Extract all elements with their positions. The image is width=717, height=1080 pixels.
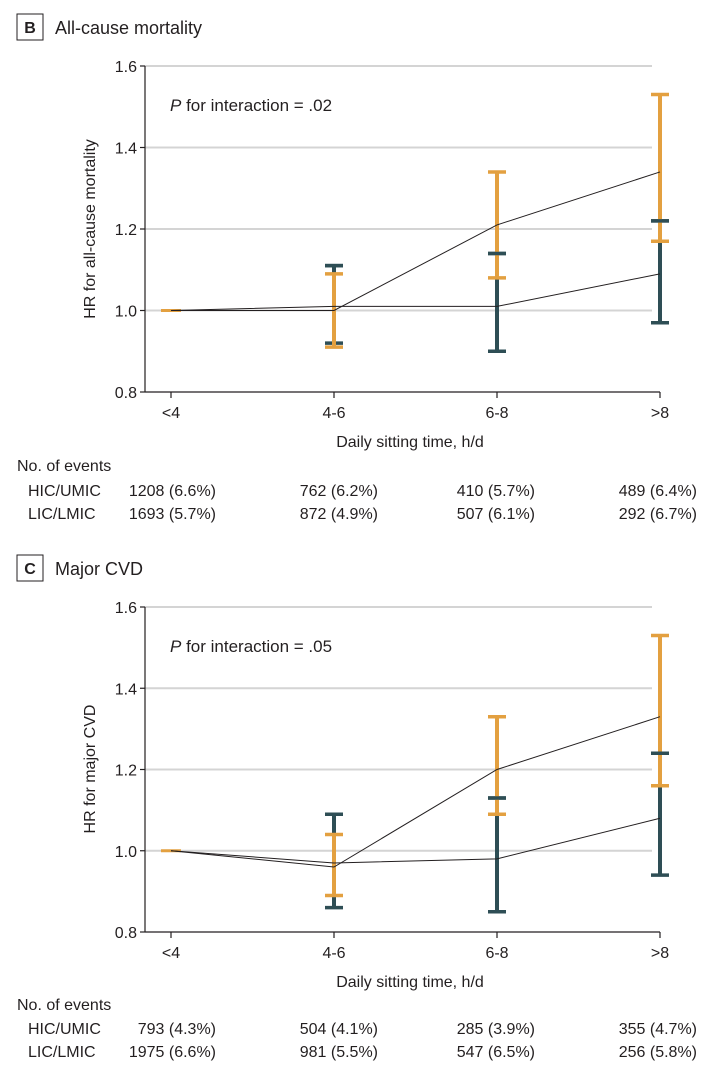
x-tick-label: <4 <box>162 945 180 962</box>
panel-title: All-cause mortality <box>55 18 202 38</box>
p-symbol: P <box>170 637 182 656</box>
y-tick-label: 1.0 <box>115 844 137 861</box>
y-tick-label: 1.2 <box>115 222 137 239</box>
series-line-orange <box>170 716 661 868</box>
events-heading: No. of events <box>17 997 111 1014</box>
y-tick-label: 1.4 <box>115 141 137 158</box>
p-symbol: P <box>170 96 182 115</box>
events-cell: 872 (4.9%) <box>300 506 378 523</box>
panel-letter-box <box>16 554 44 582</box>
y-axis-title: HR for all-cause mortality <box>82 139 99 319</box>
panel-all-cause-mortality: B All-cause mortality 0.8 1.0 1.2 1.4 1.6 <4 4… <box>16 13 697 523</box>
events-row-label: HIC/UMIC <box>28 483 101 500</box>
y-tick-label: 1.4 <box>115 681 137 698</box>
x-tick-label: 4-6 <box>322 405 345 422</box>
y-tick-label: 0.8 <box>115 385 137 402</box>
x-axis-title: Daily sitting time, h/d <box>336 974 484 991</box>
plot-area: 0.8 1.0 1.2 1.4 1.6 <4 4-6 6-8 >8 HIC/UMIC 1208 (6… <box>28 59 697 523</box>
events-row-label: LIC/LMIC <box>28 506 96 523</box>
events-cell: 285 (3.9%) <box>457 1021 535 1038</box>
panel-letter-box <box>16 13 44 41</box>
events-cell: 1975 (6.6%) <box>129 1044 216 1061</box>
x-tick-label: >8 <box>651 945 669 962</box>
events-heading: No. of events <box>17 458 111 475</box>
y-tick-label: 1.6 <box>115 600 137 617</box>
events-cell: 292 (6.7%) <box>619 506 697 523</box>
interaction-p-value: P for interaction = .02 <box>170 96 332 115</box>
series-line-teal <box>170 817 661 864</box>
x-axis-title: Daily sitting time, h/d <box>336 434 484 451</box>
series-line-teal <box>170 273 661 311</box>
events-cell: 355 (4.7%) <box>619 1021 697 1038</box>
events-cell: 1208 (6.6%) <box>129 483 216 500</box>
events-cell: 504 (4.1%) <box>300 1021 378 1038</box>
plot-area: 0.8 1.0 1.2 1.4 1.6 <4 4-6 6-8 >8 HIC/UMIC 793 (4.… <box>28 600 697 1061</box>
events-cell: 410 (5.7%) <box>457 483 535 500</box>
events-cell: 793 (4.3%) <box>138 1021 216 1038</box>
events-cell: 762 (6.2%) <box>300 483 378 500</box>
p-text: for interaction = .02 <box>181 96 332 115</box>
x-tick-label: <4 <box>162 405 180 422</box>
x-tick-label: 4-6 <box>322 945 345 962</box>
events-cell: 256 (5.8%) <box>619 1044 697 1061</box>
panel-letter: B <box>24 20 36 37</box>
events-cell: 507 (6.1%) <box>457 506 535 523</box>
panel-letter: C <box>24 561 36 578</box>
events-cell: 1693 (5.7%) <box>129 506 216 523</box>
y-tick-label: 1.2 <box>115 763 137 780</box>
events-cell: 981 (5.5%) <box>300 1044 378 1061</box>
y-axis-title: HR for major CVD <box>82 705 99 834</box>
interaction-p-value: P for interaction = .05 <box>170 637 332 656</box>
x-tick-label: >8 <box>651 405 669 422</box>
events-cell: 489 (6.4%) <box>619 483 697 500</box>
events-row-label: LIC/LMIC <box>28 1044 96 1061</box>
events-row-label: HIC/UMIC <box>28 1021 101 1038</box>
panel-title: Major CVD <box>55 559 143 579</box>
events-cell: 547 (6.5%) <box>457 1044 535 1061</box>
x-tick-label: 6-8 <box>485 945 508 962</box>
p-text: for interaction = .05 <box>181 637 332 656</box>
panel-major-cvd: C Major CVD 0.8 1.0 1.2 1.4 1.6 <4 4-6 6-8 >8 HIC… <box>16 554 697 1061</box>
x-tick-label: 6-8 <box>485 405 508 422</box>
y-tick-label: 0.8 <box>115 925 137 942</box>
y-tick-label: 1.0 <box>115 304 137 321</box>
series-line-orange <box>171 171 661 311</box>
y-tick-label: 1.6 <box>115 59 137 76</box>
